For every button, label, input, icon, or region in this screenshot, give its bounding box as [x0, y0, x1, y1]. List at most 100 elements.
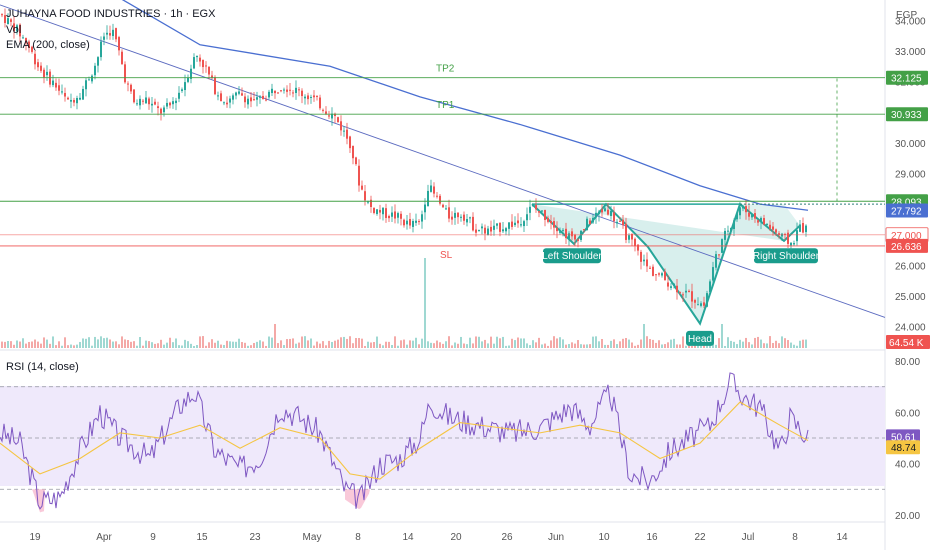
candle-body — [670, 286, 672, 288]
candle-body — [118, 37, 120, 51]
candle-body — [265, 99, 267, 101]
volume-bar — [292, 338, 294, 348]
candle-body — [352, 145, 354, 159]
volume-bar — [634, 345, 636, 348]
volume-bar — [352, 343, 354, 348]
candle-body — [505, 228, 507, 232]
volume-legend[interactable]: Vol — [6, 24, 21, 36]
candle-body — [283, 89, 285, 91]
candle-body — [412, 220, 414, 227]
candle-body — [367, 201, 369, 203]
candle-body — [193, 57, 195, 69]
candle-body — [142, 100, 144, 102]
volume-bar — [319, 343, 321, 348]
candle-body — [802, 223, 804, 233]
ema-legend[interactable]: EMA (200, close) — [6, 39, 90, 51]
candle-body — [418, 221, 420, 223]
candle-body — [589, 220, 591, 225]
volume-bar — [304, 336, 306, 348]
volume-bar — [37, 341, 39, 348]
volume-bar — [589, 344, 591, 348]
volume-layer — [1, 258, 807, 348]
candle-body — [28, 41, 30, 48]
candle-body — [715, 254, 717, 268]
volume-bar — [238, 338, 240, 348]
candle-body — [760, 217, 762, 222]
candle-body — [580, 230, 582, 240]
volume-bar — [454, 342, 456, 348]
candle-body — [577, 239, 579, 241]
volume-bar — [769, 336, 771, 348]
volume-bar — [484, 339, 486, 348]
volume-bar — [271, 337, 273, 348]
pattern-label-box — [754, 248, 818, 264]
price-badge-text: 28.093 — [891, 197, 922, 208]
volume-bar — [721, 324, 723, 348]
volume-bar — [682, 336, 684, 348]
descending-trendline — [0, 4, 886, 318]
volume-bar — [613, 339, 615, 348]
candle-body — [469, 217, 471, 219]
candle-body — [703, 302, 705, 306]
level-label: TP1 — [436, 100, 455, 111]
volume-bar — [73, 345, 75, 348]
volume-bar — [298, 342, 300, 348]
candle-body — [481, 226, 483, 229]
candle-body — [175, 100, 177, 104]
volume-bar — [46, 339, 48, 348]
volume-bar — [673, 338, 675, 348]
candle-body — [427, 190, 429, 207]
price-tick-label: 33.000 — [895, 47, 926, 58]
levels-layer: TP2 TP1 SL — [0, 64, 885, 261]
volume-bar — [406, 344, 408, 348]
volume-bar — [22, 338, 24, 348]
volume-bar — [208, 342, 210, 348]
volume-bar — [493, 343, 495, 348]
candle-body — [334, 113, 336, 117]
volume-bar — [166, 342, 168, 348]
volume-bar — [592, 336, 594, 348]
pattern-label-box — [686, 330, 714, 346]
volume-bar — [598, 341, 600, 348]
candle-body — [295, 87, 297, 94]
volume-bar — [526, 343, 528, 348]
candle-body — [370, 199, 372, 208]
volume-bar — [169, 337, 171, 348]
volume-bar — [232, 341, 234, 348]
time-tick-label: 14 — [402, 532, 414, 543]
candle-body — [754, 213, 756, 219]
volume-bar — [241, 342, 243, 348]
candle-body — [172, 101, 174, 105]
candle-body — [718, 254, 720, 256]
time-tick-label: Jul — [742, 532, 755, 543]
candle-body — [517, 220, 519, 224]
volume-bar — [616, 344, 618, 348]
pattern-label: Left Shoulder — [542, 251, 602, 262]
volume-bar — [343, 336, 345, 348]
candle-body — [91, 75, 93, 82]
candle-body — [115, 28, 117, 40]
volume-bar — [625, 338, 627, 348]
candle-body — [547, 217, 549, 222]
candle-body — [610, 210, 612, 216]
candle-body — [100, 41, 102, 58]
candle-body — [250, 97, 252, 102]
volume-bar — [538, 337, 540, 348]
candle-body — [553, 221, 555, 228]
candle-body — [61, 91, 63, 93]
volume-bar — [541, 344, 543, 348]
symbol-title[interactable]: JUHAYNA FOOD INDUSTRIES · 1h · EGX — [6, 8, 216, 20]
candle-body — [616, 221, 618, 224]
volume-bar — [763, 343, 765, 348]
volume-bar — [76, 344, 78, 348]
candle-body — [97, 57, 99, 66]
volume-bar — [382, 345, 384, 348]
volume-bar — [7, 341, 9, 348]
rsi-legend[interactable]: RSI (14, close) — [6, 361, 79, 373]
candle-body — [277, 92, 279, 94]
candle-body — [508, 222, 510, 229]
currency-label[interactable]: EGP — [896, 10, 917, 21]
volume-bar — [742, 341, 744, 348]
volume-bar — [307, 340, 309, 348]
